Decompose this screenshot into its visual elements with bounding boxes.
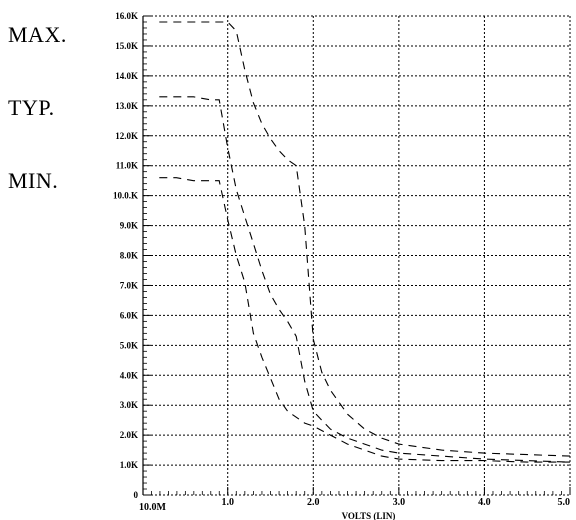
ytick-label: 14.0K xyxy=(115,71,138,81)
label-min: MIN. xyxy=(8,168,59,193)
label-max: MAX. xyxy=(8,22,67,47)
ytick-label: 10.0.K xyxy=(113,191,138,201)
series-line-1 xyxy=(159,21,571,457)
x-axis-title: VOLTS (LIN) xyxy=(342,511,396,520)
ytick-label: 7.0K xyxy=(120,280,138,290)
ytick-label: 5.0K xyxy=(120,340,138,350)
series-line-3 xyxy=(159,177,570,463)
xtick-label: 4.0 xyxy=(478,497,491,508)
label-typ: TYP. xyxy=(8,95,55,120)
xtick-label: 2.0 xyxy=(307,497,320,508)
ytick-label: 4.0K xyxy=(120,370,138,380)
ytick-label: 3.0K xyxy=(120,400,138,410)
xtick-label: 10.0M xyxy=(139,502,167,513)
xtick-label: 3.0 xyxy=(393,497,406,508)
ytick-label: 8.0K xyxy=(120,251,138,261)
ytick-label: 15.0K xyxy=(115,41,138,51)
ytick-label: 0 xyxy=(134,490,139,500)
ytick-label: 6.0K xyxy=(120,310,138,320)
xtick-label: 5.0 xyxy=(558,497,571,508)
ytick-label: 16.0K xyxy=(115,11,138,21)
series-line-2 xyxy=(159,96,571,463)
ytick-label: 13.0K xyxy=(115,101,138,111)
xtick-label: 1.0 xyxy=(221,497,234,508)
ytick-label: 12.0K xyxy=(115,131,138,141)
ytick-label: 1.0K xyxy=(120,460,138,470)
ytick-label: 11.0K xyxy=(116,161,138,171)
ytick-label: 2.0K xyxy=(120,430,138,440)
ytick-label: 9.0K xyxy=(120,221,138,231)
